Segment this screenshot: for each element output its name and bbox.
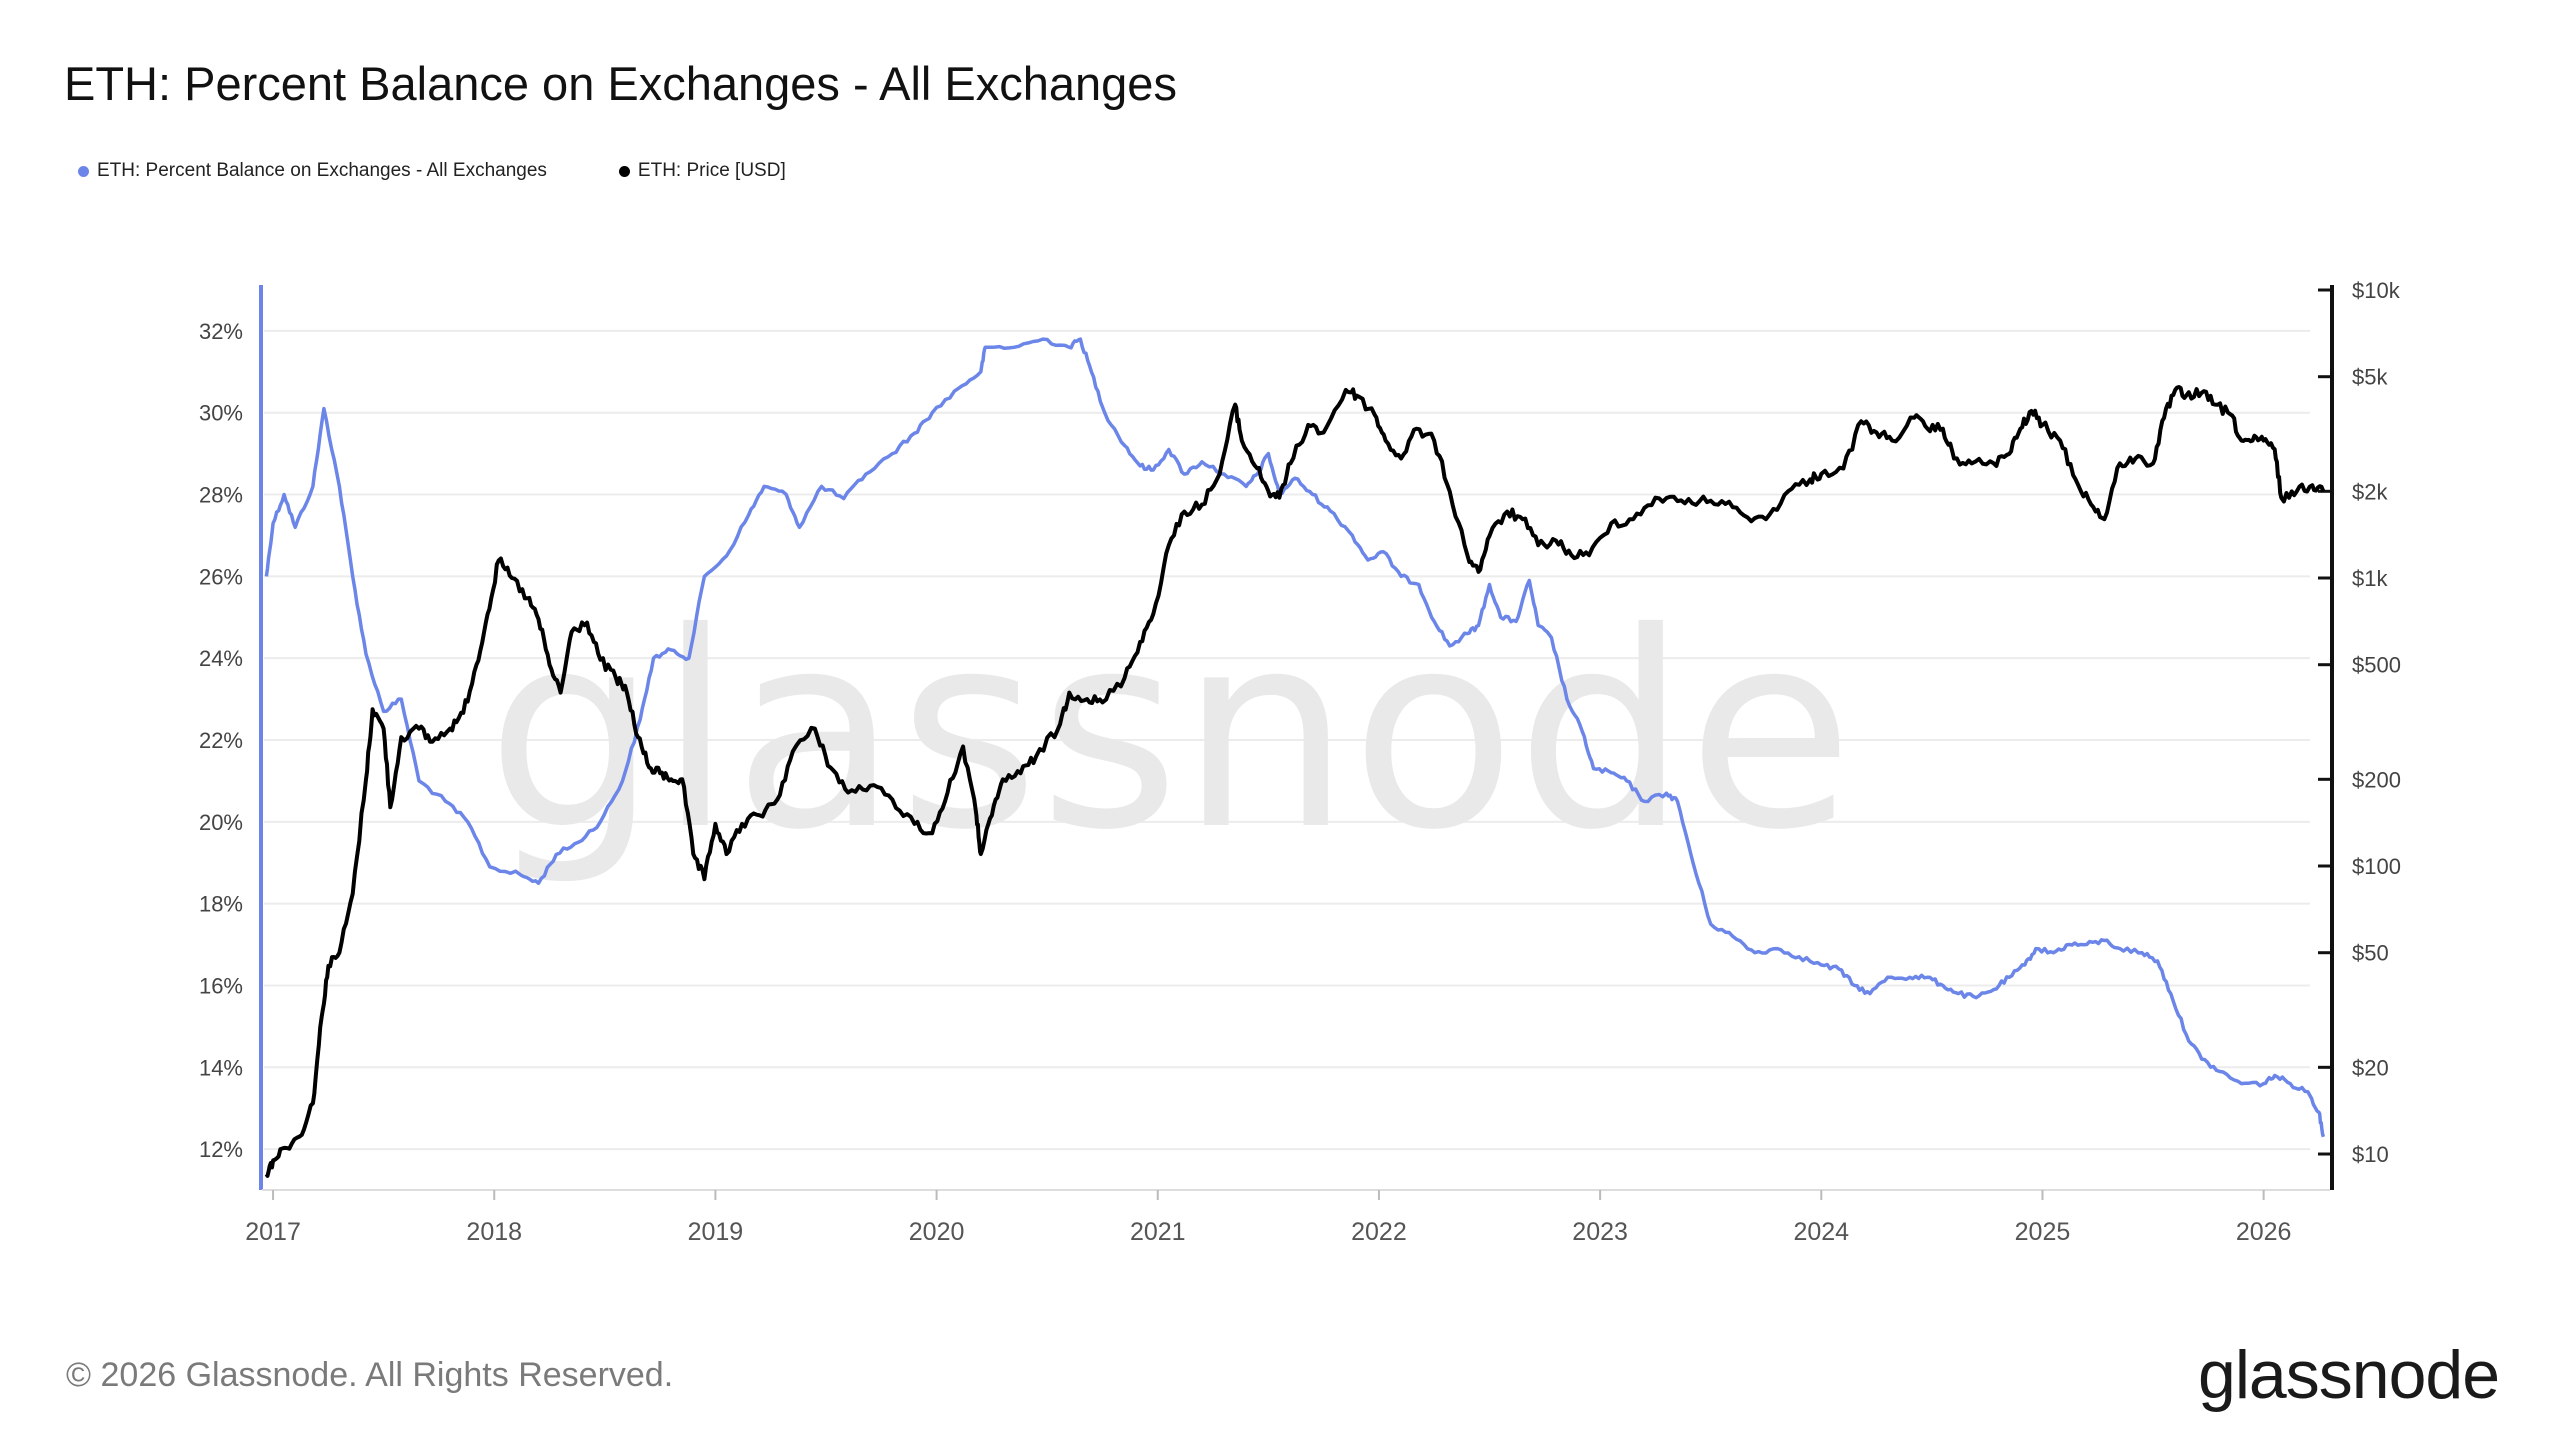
left-tick-label: 20% (199, 810, 243, 835)
x-tick-label: 2018 (466, 1218, 522, 1246)
right-tick-label: $100 (2352, 854, 2401, 879)
right-tick-label: $20 (2352, 1055, 2389, 1080)
right-tick-label: $200 (2352, 767, 2401, 792)
left-tick-label: 18% (199, 892, 243, 917)
copyright-text: © 2026 Glassnode. All Rights Reserved. (66, 1356, 674, 1394)
left-tick-label: 24% (199, 646, 243, 671)
x-tick-label: 2020 (909, 1218, 965, 1246)
right-tick-label: $10 (2352, 1142, 2389, 1167)
left-tick-label: 22% (199, 728, 243, 753)
left-tick-label: 16% (199, 973, 243, 998)
chart-title: ETH: Percent Balance on Exchanges - All … (64, 57, 1177, 110)
left-tick-label: 28% (199, 483, 243, 508)
right-tick-label: $5k (2352, 365, 2388, 390)
series-lines (264, 337, 2326, 1178)
x-tick-label: 2024 (1793, 1218, 1849, 1246)
legend-dot-price (618, 165, 630, 177)
left-tick-label: 14% (199, 1055, 243, 1080)
series-line-balance (264, 337, 2326, 1138)
right-axis-ticks: $10 $20 $50 $100 $200 $500 $1k $2k $5k $10k (2318, 278, 2401, 1167)
x-tick-label: 2021 (1130, 1218, 1186, 1246)
brand-logo: glassnode (2198, 1337, 2500, 1413)
x-tick-label: 2017 (245, 1218, 301, 1246)
right-tick-label: $50 (2352, 941, 2389, 966)
legend-label-balance: ETH: Percent Balance on Exchanges - All … (97, 160, 547, 181)
axes (259, 285, 2334, 1191)
legend-item-price[interactable]: ETH: Price [USD] (618, 160, 786, 182)
right-tick-label: $10k (2352, 278, 2401, 303)
x-tick-label: 2026 (2236, 1218, 2292, 1246)
right-tick-label: $1k (2352, 566, 2388, 591)
series-line-price (264, 385, 2326, 1178)
right-tick-label: $2k (2352, 479, 2388, 504)
left-tick-label: 12% (199, 1137, 243, 1162)
legend-dot-balance (78, 165, 89, 177)
x-tick-label: 2023 (1572, 1218, 1628, 1246)
gridlines (264, 329, 2310, 1151)
left-tick-label: 30% (199, 401, 243, 426)
legend: ETH: Percent Balance on Exchanges - All … (78, 158, 858, 184)
x-tick-label: 2019 (688, 1218, 744, 1246)
right-tick-label: $500 (2352, 653, 2401, 678)
left-tick-label: 32% (199, 319, 243, 344)
left-tick-label: 26% (199, 564, 243, 589)
x-tick-label: 2022 (1351, 1218, 1407, 1246)
legend-label-price: ETH: Price [USD] (637, 160, 786, 181)
legend-item-balance[interactable]: ETH: Percent Balance on Exchanges - All … (78, 160, 547, 182)
x-axis-ticks: 2017 2018 2019 2020 2021 2022 2023 2024 2025 2026 (245, 1190, 2291, 1246)
left-axis-ticks: 12% 14% 16% 18% 20% 22% 24% 26% 28% 30% 32% (199, 319, 243, 1162)
x-tick-label: 2025 (2015, 1218, 2071, 1246)
